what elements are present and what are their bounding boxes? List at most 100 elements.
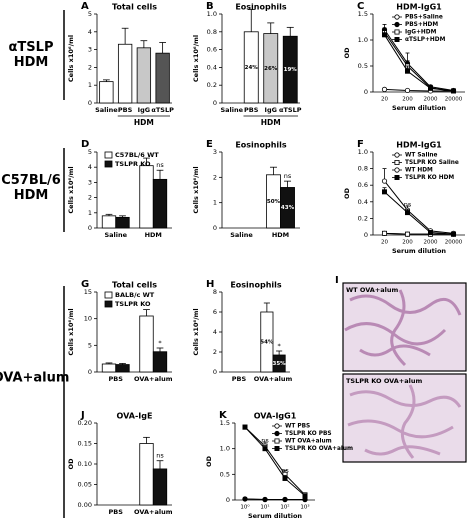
- y-tick-label: 5: [88, 341, 92, 349]
- x-tick-label: OVA+alum: [134, 375, 173, 383]
- y-axis-label: Cells x10⁶/ml: [192, 35, 200, 82]
- legend-label: WT HDM: [405, 168, 433, 174]
- marker: [394, 152, 400, 158]
- marker: [381, 86, 388, 93]
- x-tick-label: 10⁰: [240, 504, 250, 511]
- y-tick-label: 1: [88, 81, 92, 89]
- significance-label: ns: [284, 172, 292, 180]
- marker: [394, 21, 400, 28]
- y-tick-label: 1.0: [358, 148, 368, 156]
- panel-title: Eosinophils: [235, 141, 287, 150]
- panel-letter: E: [206, 139, 213, 150]
- image-frame: [342, 373, 467, 463]
- panel-title: OVA-IgE: [117, 412, 153, 421]
- panel-letter: B: [206, 1, 214, 12]
- y-tick-label: 1: [213, 199, 217, 207]
- legend-label: TSLPR KO PBS: [285, 431, 332, 437]
- marker: [242, 496, 248, 502]
- marker: [274, 445, 280, 451]
- panel-letter: J: [80, 410, 85, 421]
- x-tick-label: 10¹: [260, 504, 269, 511]
- x-tick-label: 200: [402, 97, 413, 103]
- y-tick-label: 2: [213, 348, 217, 356]
- y-tick-label: 0: [88, 99, 92, 107]
- y-tick-label: 1.0: [358, 36, 368, 44]
- bar: [139, 165, 154, 229]
- y-tick-label: 6: [213, 308, 217, 316]
- y-tick-label: 0.8: [207, 28, 217, 36]
- bar: [136, 47, 152, 104]
- y-tick-label: 0.5: [358, 62, 368, 70]
- x-tick-label: Saline: [230, 231, 253, 239]
- bar-inner-label: 50%: [267, 199, 281, 205]
- x-tick-label: 20: [381, 240, 388, 246]
- legend-label: IgG+HDM: [405, 30, 437, 36]
- panel-letter: I: [335, 275, 339, 286]
- x-tick-label: PBS: [118, 106, 133, 114]
- y-axis-label: Cells x10⁶/ml: [67, 35, 75, 82]
- bar-inner-label: 24%: [245, 65, 259, 71]
- legend-swatch: [104, 291, 113, 299]
- x-tick-label: Saline: [104, 231, 127, 239]
- y-tick-label: 0.00: [78, 501, 92, 509]
- y-tick-label: 0: [213, 224, 217, 232]
- marker: [404, 231, 410, 237]
- marker: [394, 174, 400, 180]
- x-tick-label: OVA+alum: [254, 375, 293, 383]
- panel-title: OVA-IgG1: [254, 412, 297, 421]
- y-tick-label: 2: [88, 194, 92, 202]
- series-line: [244, 426, 306, 497]
- significance-label: ns: [404, 200, 412, 208]
- bar: [115, 216, 130, 229]
- x-tick-label: OVA+alum: [134, 508, 173, 516]
- row-label: HDM: [14, 55, 49, 70]
- marker: [450, 88, 456, 94]
- x-axis-label: Serum dilution: [392, 104, 446, 112]
- panel-letter: A: [81, 1, 89, 12]
- panel-letter: G: [81, 279, 89, 290]
- image-caption: WT OVA+alum: [346, 286, 399, 294]
- row-label: αTSLP: [9, 40, 54, 55]
- panel-title: Total cells: [112, 3, 157, 12]
- series-line: [244, 498, 305, 500]
- x-tick-label: 2000: [424, 97, 438, 103]
- y-tick-label: 0: [364, 231, 368, 239]
- marker: [427, 230, 433, 236]
- panel-title: Eosinophils: [235, 3, 287, 12]
- marker: [302, 493, 308, 499]
- panel-title: HDM-IgG1: [396, 141, 442, 150]
- y-tick-label: 8: [213, 288, 217, 296]
- marker: [394, 14, 400, 20]
- y-tick-label: 0.4: [207, 63, 217, 71]
- marker: [262, 496, 268, 503]
- tissue: [347, 384, 462, 459]
- legend-swatch: [104, 300, 113, 308]
- y-tick-label: 4: [88, 28, 92, 36]
- y-tick-label: 0: [213, 99, 217, 107]
- series-line: [244, 426, 306, 496]
- y-tick-label: 1: [88, 209, 92, 217]
- marker: [394, 167, 400, 173]
- x-axis-label: Serum dilution: [392, 247, 446, 255]
- x-tick-label: HDM: [272, 231, 289, 239]
- y-tick-label: 0: [364, 88, 368, 96]
- y-axis-label: OD: [343, 187, 351, 199]
- bar: [99, 81, 114, 104]
- y-tick-label: 1.5: [220, 419, 230, 427]
- row-label: HDM: [14, 188, 49, 203]
- y-tick-label: 1.0: [207, 10, 217, 18]
- series-line: [384, 29, 454, 91]
- y-tick-label: 0.4: [358, 198, 368, 206]
- bar-inner-label: 19%: [284, 67, 298, 73]
- marker: [381, 178, 388, 184]
- panel-letter: F: [357, 139, 364, 150]
- legend-label: C57BL/6 WT: [115, 151, 159, 159]
- legend-swatch: [104, 151, 113, 159]
- x-tick-label: HDM: [145, 231, 162, 239]
- y-axis-label: OD: [343, 47, 351, 59]
- y-tick-label: 0.05: [78, 481, 92, 489]
- legend-label: αTSLP+HDM: [405, 37, 446, 43]
- significance-label: ns: [156, 452, 164, 460]
- bar: [115, 364, 130, 373]
- x-tick-label: IgG: [265, 106, 277, 114]
